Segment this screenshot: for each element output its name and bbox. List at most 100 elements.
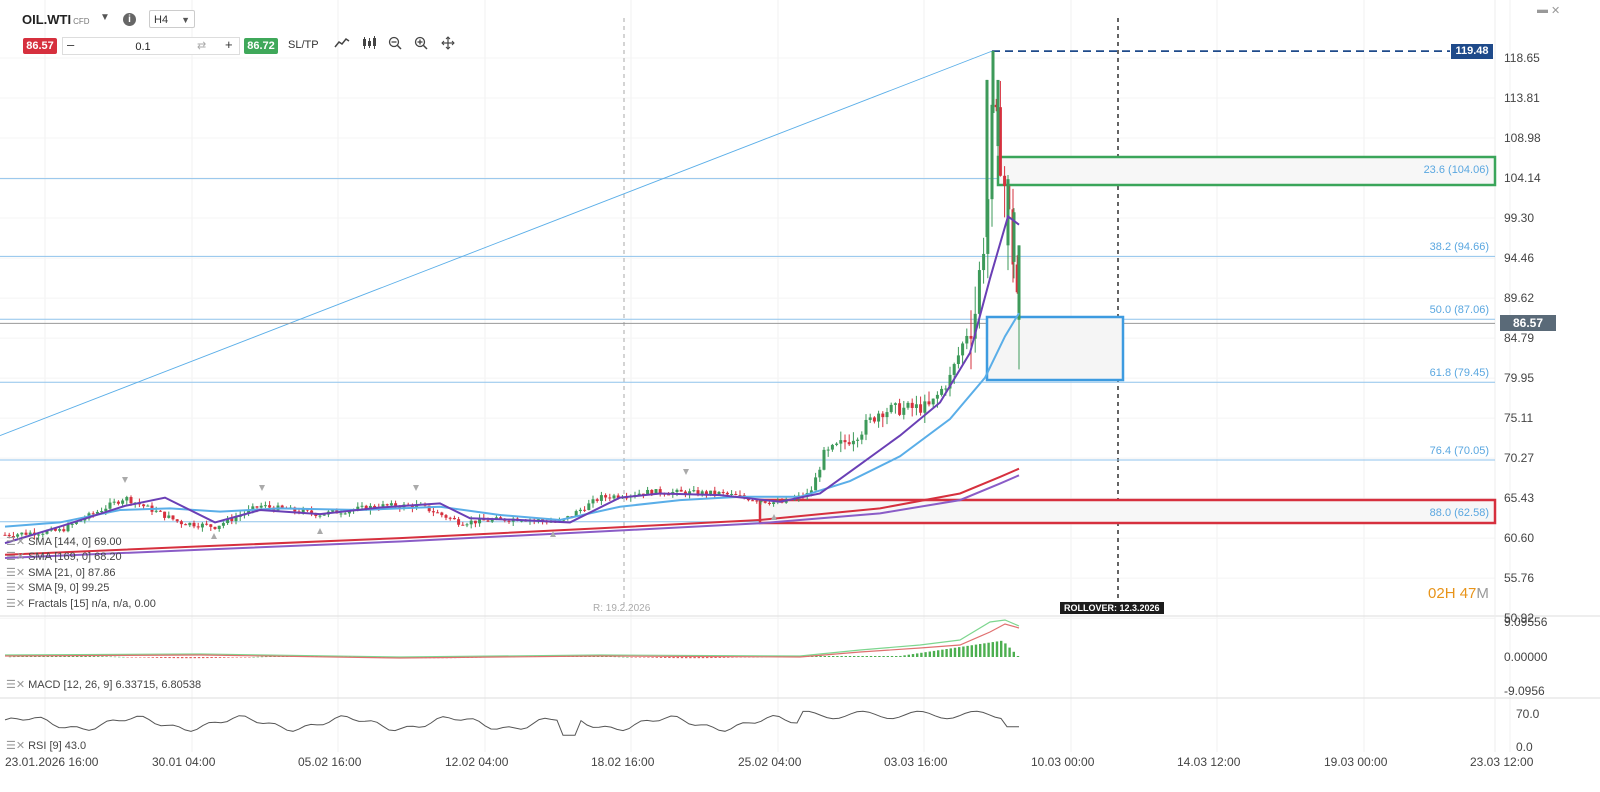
- candle-body: [700, 491, 704, 495]
- swap-icon[interactable]: ⇄: [197, 40, 207, 52]
- candle-body: [637, 493, 641, 496]
- candle-body: [940, 388, 944, 395]
- candle-body: [599, 495, 603, 501]
- candle-body: [843, 440, 847, 443]
- macd-bar: [206, 657, 209, 659]
- macd-bar: [172, 657, 175, 659]
- candle-body: [478, 518, 482, 524]
- candle-body: [154, 510, 158, 512]
- candle-body: [158, 510, 162, 512]
- sell-button[interactable]: 86.57: [23, 38, 57, 54]
- macd-bar: [67, 655, 70, 657]
- price-axis-label: 89.62: [1504, 291, 1535, 306]
- macd-bar: [920, 652, 923, 657]
- candle-body: [872, 417, 876, 422]
- indicator-label: Fractals [15] n/a, n/a, 0.00: [28, 598, 156, 610]
- info-icon[interactable]: i: [123, 13, 136, 26]
- candle-body: [360, 505, 364, 507]
- candle-body: [650, 489, 654, 495]
- macd-bar: [651, 657, 654, 658]
- macd-bar: [113, 656, 117, 658]
- candle-body: [679, 489, 683, 492]
- indicator-legend-rsi[interactable]: ☰✕ RSI [9] 43.0: [6, 739, 86, 752]
- minimize-icon[interactable]: ▬: [1537, 4, 1548, 16]
- macd-bar: [886, 656, 889, 657]
- candle-body: [696, 490, 700, 495]
- quantity-input[interactable]: [81, 39, 205, 55]
- rsi-line: [4, 710, 1019, 736]
- candle-body: [66, 524, 70, 532]
- candle-body: [583, 509, 587, 511]
- time-axis-label: 03.03 16:00: [884, 755, 948, 769]
- minus-icon[interactable]: –: [67, 37, 75, 52]
- rollover-badge: ROLLOVER: 12.3.2026: [1060, 602, 1164, 614]
- fractal-up-icon: [211, 533, 217, 539]
- indicator-legend-sma9[interactable]: ☰✕ SMA [9, 0] 99.25: [6, 581, 109, 594]
- macd-bar: [239, 657, 243, 658]
- candle-body: [688, 491, 692, 495]
- zoom-out-icon[interactable]: [386, 36, 404, 54]
- candle-body: [318, 515, 322, 517]
- settings-icon[interactable]: ☰✕: [6, 551, 26, 563]
- indicator-legend-fractals[interactable]: ☰✕ Fractals [15] n/a, n/a, 0.00: [6, 597, 156, 610]
- macd-bar: [189, 657, 192, 659]
- macd-bar: [647, 657, 650, 658]
- fractal-up-icon: [317, 528, 323, 534]
- macd-bar: [878, 656, 881, 657]
- candle-body: [499, 517, 503, 519]
- candle-body: [541, 519, 545, 521]
- macd-bar: [265, 656, 268, 658]
- settings-icon[interactable]: ☰✕: [6, 740, 26, 752]
- line-chart-icon[interactable]: [333, 36, 351, 54]
- sltp-button[interactable]: SL/TP: [288, 39, 319, 51]
- candle-body: [95, 511, 99, 514]
- indicator-legend-sma169[interactable]: ☰✕ SMA [169, 0] 68.20: [6, 550, 122, 563]
- candle-body: [221, 523, 225, 526]
- candle-body: [200, 523, 204, 528]
- settings-icon[interactable]: ☰✕: [6, 536, 26, 548]
- indicator-legend-macd[interactable]: ☰✕ MACD [12, 26, 9] 6.33715, 6.80538: [6, 678, 201, 691]
- time-axis-label: 19.03 00:00: [1324, 755, 1388, 769]
- price-axis-label: 65.43: [1504, 491, 1535, 506]
- zoom-in-icon[interactable]: [412, 36, 430, 54]
- current-price-tag: 86.57: [1500, 315, 1556, 331]
- macd-bar: [1000, 640, 1003, 657]
- symbol-name[interactable]: OIL.WTI CFD: [22, 12, 90, 27]
- candle-body: [574, 511, 578, 517]
- macd-bar: [231, 657, 234, 658]
- macd-bar: [622, 656, 625, 658]
- close-icon[interactable]: ✕: [1551, 5, 1561, 17]
- candle-body: [394, 503, 398, 507]
- move-icon[interactable]: [439, 36, 457, 54]
- candle-body: [965, 335, 969, 344]
- r-marker-label: R: 19.2.2026: [593, 603, 651, 614]
- candle-body: [914, 404, 918, 408]
- candlestick-icon[interactable]: [360, 36, 378, 54]
- macd-bar: [181, 657, 184, 659]
- macd-bar: [101, 656, 104, 657]
- macd-bar: [697, 657, 700, 659]
- macd-bar: [17, 656, 20, 657]
- plus-icon[interactable]: +: [225, 37, 233, 52]
- settings-icon[interactable]: ☰✕: [6, 567, 26, 579]
- symbol-dropdown-caret-icon[interactable]: ▼: [100, 12, 110, 23]
- macd-bar: [827, 656, 831, 657]
- buy-button[interactable]: 86.72: [244, 38, 278, 54]
- settings-icon[interactable]: ☰✕: [6, 598, 26, 610]
- candle-body: [725, 492, 729, 495]
- macd-bar: [668, 657, 671, 659]
- candle-body: [427, 505, 431, 512]
- macd-bar: [659, 657, 663, 658]
- candle-body: [692, 490, 696, 492]
- candle-body: [486, 520, 490, 522]
- sma-21-line: [4, 312, 1020, 528]
- indicator-legend-sma21[interactable]: ☰✕ SMA [21, 0] 87.86: [6, 566, 116, 579]
- candle-body: [755, 500, 759, 502]
- settings-icon[interactable]: ☰✕: [6, 582, 26, 594]
- macd-bar: [945, 649, 948, 657]
- timeframe-select[interactable]: H4 ▼: [149, 10, 195, 28]
- indicator-legend-sma144[interactable]: ☰✕ SMA [144, 0] 69.00: [6, 535, 122, 548]
- macd-bar: [693, 657, 696, 659]
- settings-icon[interactable]: ☰✕: [6, 679, 26, 691]
